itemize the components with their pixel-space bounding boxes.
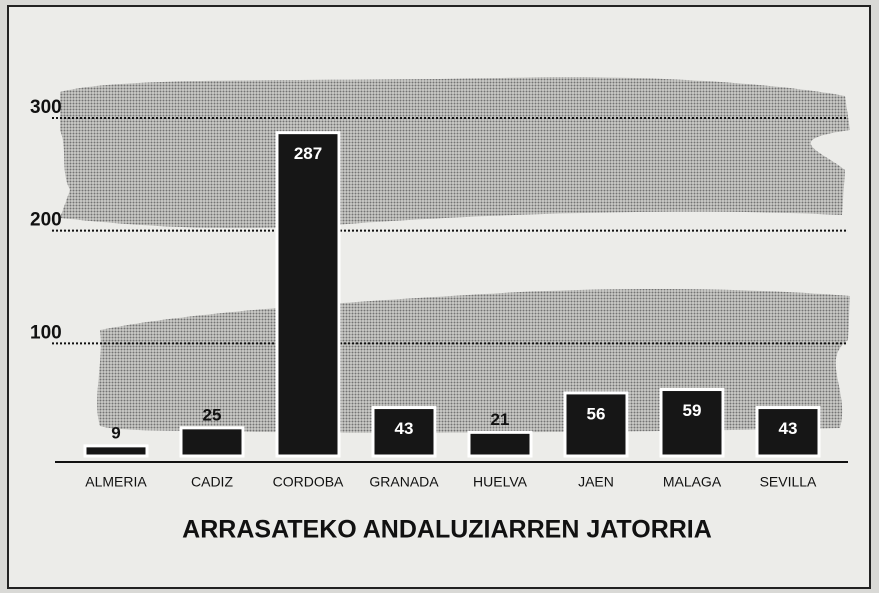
data-label: 43	[395, 419, 414, 438]
bar	[277, 133, 339, 456]
page: {"chart_data": {"type": "bar", "title": …	[0, 0, 879, 593]
x-tick-label: CADIZ	[191, 474, 233, 490]
data-label: 43	[779, 419, 798, 438]
background-brush	[60, 77, 850, 228]
data-label: 25	[203, 405, 222, 424]
x-tick-label: CORDOBA	[273, 474, 344, 490]
data-label: 56	[587, 404, 606, 423]
y-tick-label: 200	[30, 210, 62, 231]
bar	[565, 393, 627, 456]
chart: ARRASATEKO ANDALUZIARREN JATORRIA 100 200…	[0, 0, 879, 593]
data-label: 287	[294, 144, 322, 163]
bar	[85, 446, 147, 456]
x-tick-label: GRANADA	[369, 474, 439, 490]
y-tick-label: 100	[30, 322, 62, 343]
y-tick-label: 300	[30, 97, 62, 118]
data-label: 21	[491, 410, 510, 429]
bar	[181, 428, 243, 456]
data-label: 9	[111, 423, 120, 442]
x-tick-label: ALMERIA	[85, 474, 147, 490]
bar	[661, 390, 723, 456]
chart-title: ARRASATEKO ANDALUZIARREN JATORRIA	[182, 516, 712, 544]
x-tick-label: MALAGA	[663, 474, 722, 490]
data-label: 59	[683, 401, 702, 420]
x-tick-label: SEVILLA	[760, 474, 817, 490]
x-tick-label: HUELVA	[473, 474, 528, 490]
x-tick-label: JAEN	[578, 474, 614, 490]
bar	[469, 432, 531, 456]
